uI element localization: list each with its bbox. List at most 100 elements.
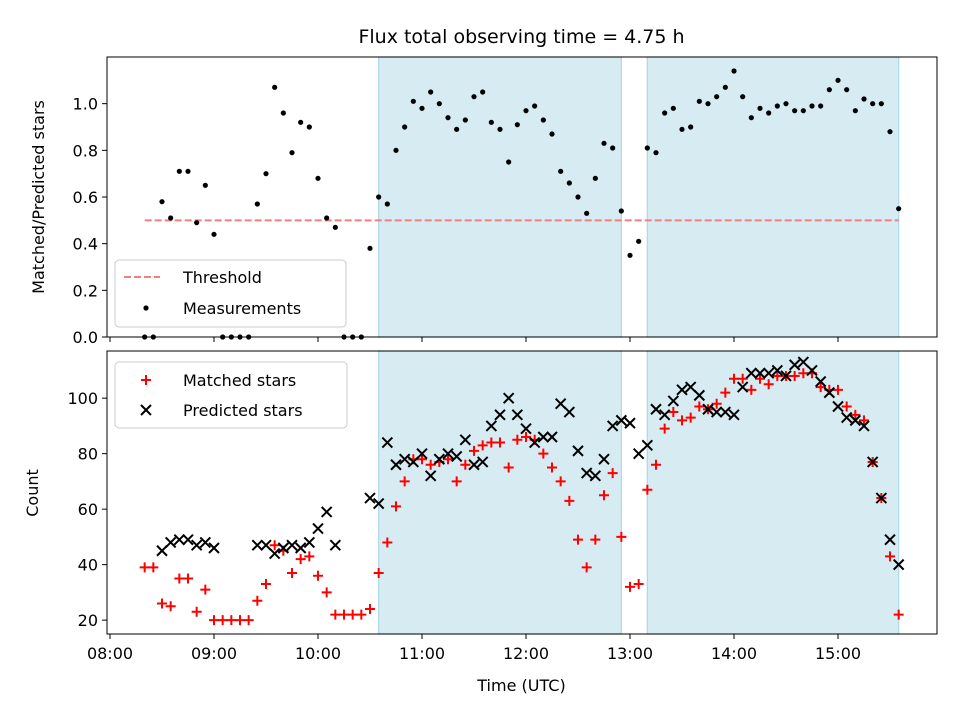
legend-box [114,259,347,328]
legend-predicted-label: Predicted stars [183,401,303,420]
data-point [442,447,454,460]
legend-predicted-swatch [140,404,152,416]
series-predicted-stars [156,356,905,571]
data-point [304,551,315,562]
data-point [644,145,650,151]
data-point [809,103,815,109]
data-point [159,199,165,205]
data-point [745,367,758,379]
data-point [592,175,598,181]
data-point [520,422,532,435]
data-point [763,379,774,390]
data-point [286,539,298,551]
data-point [494,409,506,421]
y-tick-label: 0.0 [73,328,98,347]
data-point [425,459,436,470]
data-point [746,384,757,395]
y-tick-label: 0.8 [73,141,98,160]
data-point [329,539,342,551]
data-point [460,459,471,470]
data-point [887,129,893,135]
y-tick-label: 0.2 [73,281,98,300]
data-point [183,573,193,584]
data-point [641,439,654,452]
data-point [616,531,627,542]
data-point [892,558,905,571]
data-point [693,389,706,402]
observing-span-2 [646,350,900,635]
data-point [148,562,159,573]
data-point [480,89,486,95]
data-point [720,387,731,398]
data-point [832,400,844,413]
data-point [814,375,827,388]
data-point [601,140,607,146]
data-point [800,108,806,114]
data-point [208,542,220,554]
data-point [417,454,427,465]
data-point [488,119,494,125]
data-point [393,147,399,153]
data-point [217,615,228,626]
x-tick-label: 12:00 [503,644,549,663]
data-point [740,94,746,100]
data-point [858,420,870,432]
data-point [382,537,393,548]
data-point [581,562,592,573]
data-point [451,476,462,487]
data-point [714,94,720,100]
y-tick-label: 0.6 [73,188,98,207]
data-point [280,110,286,116]
data-point [471,94,477,100]
data-point [164,536,177,549]
data-point [419,105,425,111]
data-point [251,539,264,551]
data-point [754,367,766,379]
y-axis-label-ratio: Matched/Predicted stars [29,100,48,294]
x-tick-label: 11:00 [399,644,445,663]
data-point [606,420,619,432]
data-point [321,587,332,598]
data-point [589,470,602,482]
data-point [364,492,376,504]
x-tick-label: 14:00 [711,644,757,663]
x-tick-label: 15:00 [815,644,861,663]
data-point [792,108,798,114]
data-point [495,437,505,448]
data-point [503,462,514,473]
data-point [797,356,810,368]
data-point [372,497,385,510]
data-point [870,101,876,107]
data-point [306,124,312,130]
observing-span-1 [378,56,622,338]
y-axis-label-count: Count [23,469,42,517]
legend-measurements-label: Measurements [183,299,301,318]
data-point [194,220,200,226]
data-point [688,124,694,130]
data-point [667,395,680,407]
data-point [459,434,472,446]
data-point [896,206,902,212]
x-tick-label: 10:00 [295,644,341,663]
data-point [191,606,202,617]
data-point [443,454,453,465]
data-point [737,373,748,384]
data-point [823,386,836,399]
data-point [277,542,290,554]
data-point [719,406,732,418]
data-point [235,615,245,626]
data-point [610,145,616,151]
data-point [861,96,867,102]
data-point [642,484,653,495]
data-point [766,110,772,116]
data-point [679,126,685,132]
data-point [748,115,754,121]
y-tick-label: 0.4 [73,235,98,254]
data-point [844,87,850,93]
data-point [506,159,512,165]
data-point [818,103,824,109]
data-point [315,175,321,181]
data-point [287,567,297,578]
data-point [728,409,740,421]
data-point [875,492,888,504]
